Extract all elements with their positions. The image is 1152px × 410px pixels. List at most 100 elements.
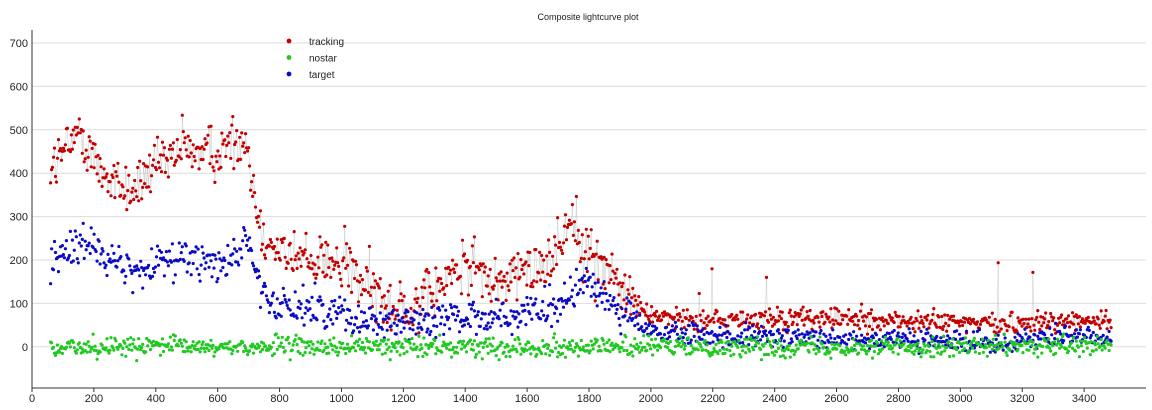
nostar-point	[698, 343, 702, 347]
nostar-point	[306, 340, 310, 344]
target-point	[329, 318, 333, 322]
tracking-point	[156, 160, 161, 164]
target-point	[662, 333, 667, 337]
nostar-point	[362, 345, 367, 350]
target-point	[313, 281, 317, 285]
target-point	[270, 294, 274, 298]
tracking-point	[268, 237, 272, 242]
tracking-point	[249, 188, 253, 192]
tracking-point	[636, 303, 640, 307]
tracking-point	[941, 327, 945, 331]
target-point	[253, 270, 258, 274]
nostar-point	[112, 348, 116, 352]
tracking-point	[102, 167, 106, 171]
nostar-point	[200, 343, 204, 347]
tracking-point	[330, 256, 334, 260]
nostar-point	[830, 342, 834, 346]
target-point	[573, 283, 578, 287]
target-point	[595, 304, 599, 308]
tracking-point	[978, 322, 983, 326]
tracking-point	[820, 314, 824, 319]
nostar-point	[129, 336, 133, 340]
target-point	[171, 281, 175, 285]
tracking-point	[787, 311, 791, 315]
tracking-point	[750, 314, 754, 318]
tracking-point	[528, 250, 532, 255]
nostar-point	[1048, 346, 1052, 350]
nostar-point	[503, 345, 507, 349]
tracking-point	[388, 283, 392, 287]
target-point	[569, 295, 574, 299]
target-point	[600, 300, 604, 304]
tracking-point	[473, 271, 477, 275]
tracking-point	[123, 194, 127, 198]
nostar-point	[408, 341, 412, 345]
tracking-point	[210, 155, 214, 159]
target-point	[225, 272, 229, 277]
nostar-point	[972, 336, 977, 340]
tracking-point	[93, 142, 97, 146]
target-point	[106, 252, 110, 256]
nostar-point	[1004, 350, 1008, 354]
nostar-point	[1002, 332, 1006, 336]
tracking-point	[257, 225, 262, 229]
tracking-point	[653, 311, 657, 315]
nostar-point	[301, 353, 305, 357]
nostar-point	[1109, 343, 1113, 347]
tracking-point	[991, 323, 995, 327]
tracking-point	[835, 307, 839, 311]
target-point	[76, 261, 80, 265]
nostar-point	[645, 348, 649, 352]
nostar-point	[844, 353, 848, 357]
tracking-point	[190, 165, 194, 169]
tracking-point	[293, 258, 297, 262]
nostar-point	[1062, 332, 1066, 336]
target-point	[182, 259, 186, 263]
nostar-point	[498, 343, 502, 347]
tracking-point	[480, 295, 484, 299]
tracking-point	[519, 258, 523, 262]
tracking-point	[126, 189, 130, 193]
target-point	[831, 328, 835, 332]
tracking-point	[140, 197, 144, 201]
nostar-point	[212, 354, 216, 358]
nostar-point	[1014, 342, 1018, 346]
nostar-point	[605, 340, 609, 345]
target-point	[955, 329, 959, 333]
tracking-point	[183, 136, 187, 140]
tracking-point	[1091, 316, 1095, 320]
tracking-point	[857, 318, 861, 323]
target-point	[596, 280, 600, 284]
tracking-point	[373, 279, 377, 283]
tracking-point	[133, 178, 137, 183]
nostar-point	[280, 335, 284, 339]
nostar-point	[203, 350, 207, 354]
target-point	[391, 308, 395, 313]
tracking-point	[56, 138, 61, 142]
target-point	[589, 294, 593, 298]
target-point	[52, 239, 57, 244]
tracking-point	[685, 308, 689, 312]
target-point	[262, 281, 267, 285]
target-point	[710, 330, 714, 334]
nostar-point	[902, 341, 906, 345]
target-point	[606, 299, 610, 303]
target-point	[337, 306, 341, 310]
tracking-point	[442, 286, 446, 290]
target-point	[61, 253, 65, 257]
tracking-point	[768, 313, 773, 317]
tracking-point	[1086, 315, 1090, 319]
nostar-point	[464, 350, 469, 354]
tracking-point	[329, 275, 333, 279]
tracking-point	[557, 240, 562, 244]
nostar-point	[843, 349, 847, 353]
nostar-point	[639, 341, 643, 345]
tracking-point	[942, 324, 946, 328]
target-point	[628, 316, 632, 320]
nostar-point	[327, 351, 331, 355]
tracking-point	[599, 255, 603, 259]
target-point	[328, 307, 332, 311]
target-point	[902, 339, 906, 343]
